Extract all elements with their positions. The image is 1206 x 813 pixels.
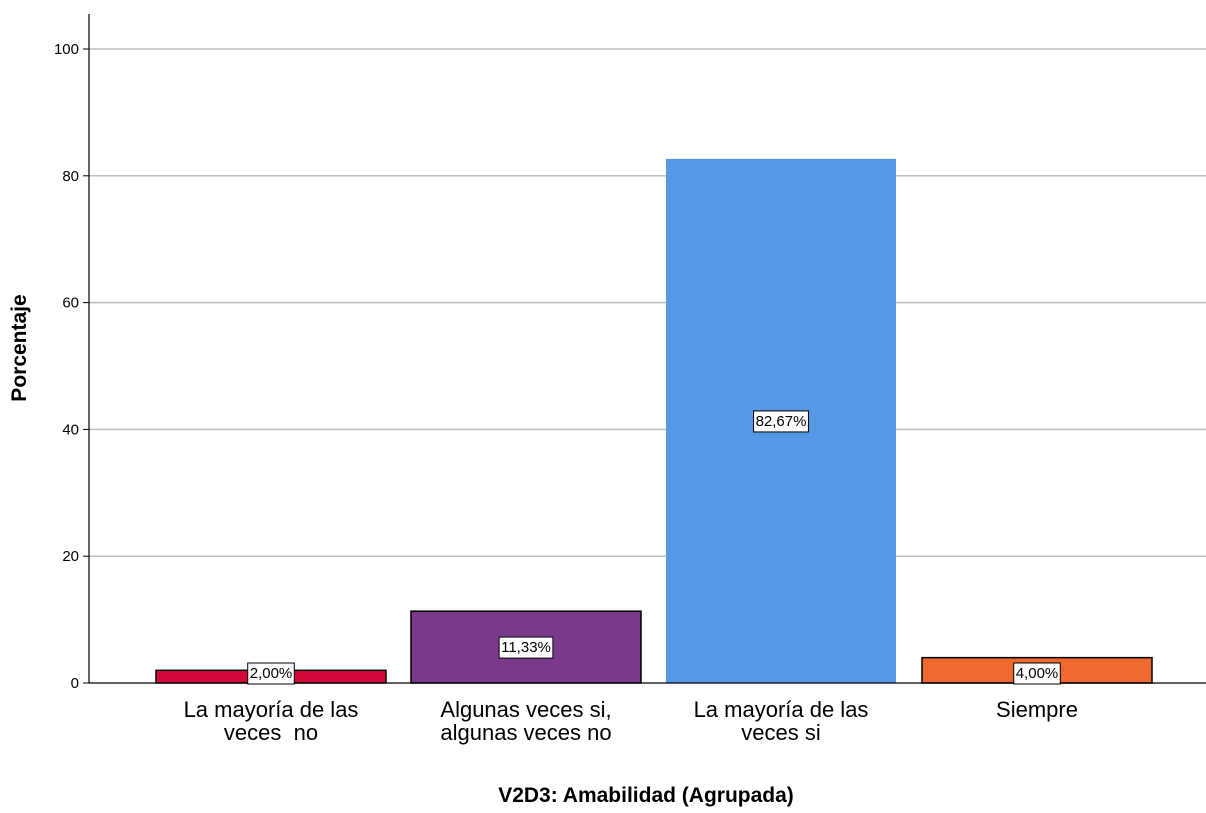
y-axis-title: Porcentaje: [8, 294, 31, 401]
data-label: 11,33%: [498, 636, 554, 659]
x-tick-label: La mayoría de las veces no: [184, 697, 359, 745]
x-tick-label-line: veces si: [741, 720, 820, 745]
y-tick-label: 40: [62, 421, 79, 438]
y-tick-label: 100: [54, 41, 79, 58]
data-label: 4,00%: [1013, 662, 1061, 685]
y-tick-label: 80: [62, 168, 79, 185]
x-tick-label-line: La mayoría de las: [694, 697, 869, 722]
data-label-box: [1013, 662, 1061, 685]
data-label-box: [247, 662, 295, 685]
x-tick-label: Siempre: [996, 697, 1078, 722]
x-tick-label-line: La mayoría de las: [184, 697, 359, 722]
data-label-box: [498, 636, 554, 659]
data-label: 2,00%: [247, 662, 295, 685]
y-tick-label: 60: [62, 295, 79, 312]
data-label-text: 82,67%: [756, 413, 807, 430]
y-tick-label: 0: [71, 675, 79, 692]
data-label-box: [753, 410, 809, 433]
data-label-text: 2,00%: [250, 665, 293, 682]
data-labels: 2,00% 11,33% 82,67% 4,00%: [247, 410, 1061, 685]
y-tick-label: 20: [62, 548, 79, 565]
x-tick-label: La mayoría de las veces si: [694, 697, 869, 745]
x-tick-label-line: algunas veces no: [440, 720, 611, 745]
data-label: 82,67%: [753, 410, 809, 433]
x-tick-label-line: Algunas veces si,: [440, 697, 611, 722]
gridlines: [89, 48, 1206, 557]
x-axis-title: V2D3: Amabilidad (Agrupada): [498, 784, 794, 807]
bars: [155, 158, 1153, 684]
data-label-text: 4,00%: [1016, 665, 1059, 682]
x-tick-label-line: veces no: [224, 720, 318, 745]
data-label-text: 11,33%: [501, 639, 551, 656]
x-tick-label: Algunas veces si, algunas veces no: [440, 697, 611, 745]
x-tick-label-line: Siempre: [996, 697, 1078, 722]
